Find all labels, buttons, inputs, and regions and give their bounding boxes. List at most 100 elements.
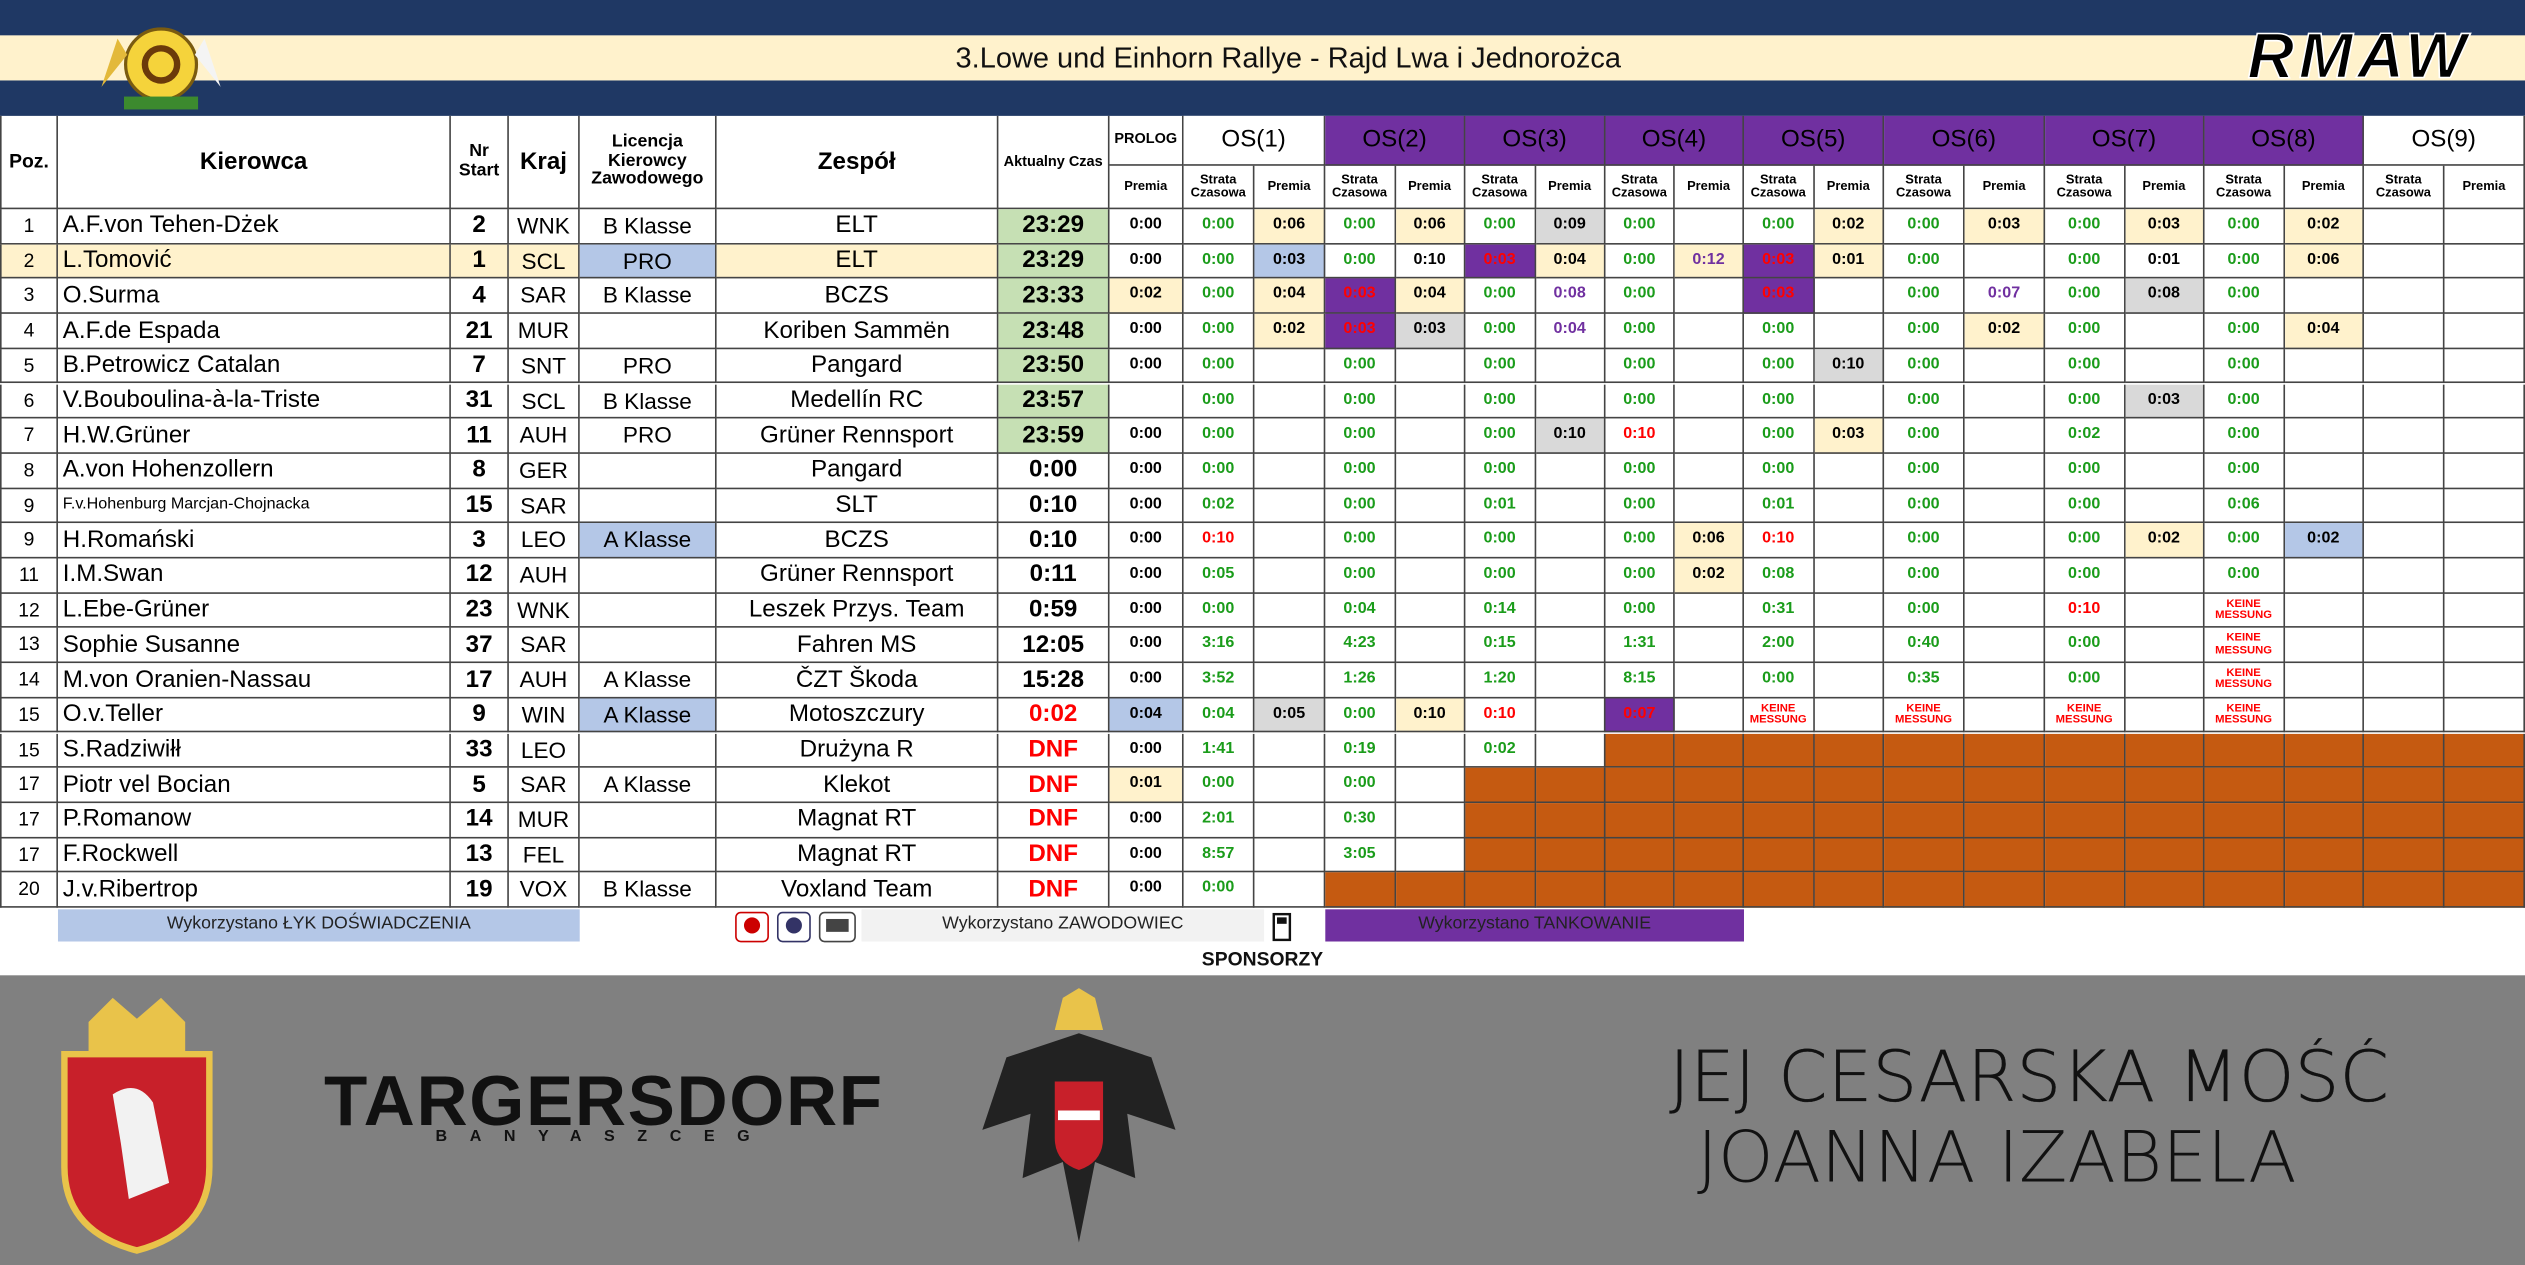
premia-cell [1674,488,1744,524]
nr-cell: 15 [450,488,509,524]
premia-cell [1254,523,1326,559]
team-cell: ELT [716,244,999,280]
driver-cell: H.Romański [57,523,451,559]
strata-cell: 0:00 [1465,418,1536,454]
kraj-cell: AUH [508,558,580,594]
strata-cell: 0:00 [1605,383,1675,419]
kraj-cell: WNK [508,209,580,245]
time-cell: 23:59 [998,418,1110,454]
kraj-cell: VOX [508,872,580,908]
premia-cell [1254,558,1326,594]
licence-cell: A Klasse [579,663,717,699]
premia-cell [2444,348,2525,384]
sponsor-patron-1: JEJ CESARSKA MOŚĆ [1669,1038,2389,1119]
premia-cell [1254,628,1326,664]
premia-cell [1395,348,1466,384]
premia-cell [2284,802,2364,838]
poz-cell: 17 [0,837,58,873]
strata-cell: 0:00 [1325,488,1396,524]
driver-cell: Piotr vel Bocian [57,767,451,803]
strata-cell [2363,244,2445,280]
team-cell: ELT [716,209,999,245]
strata-cell: 0:00 [1605,523,1675,559]
strata-cell: 0:00 [1743,313,1815,349]
strata-cell: 1:31 [1605,628,1675,664]
sub-header: Premia [1814,165,1885,210]
strata-cell: 0:05 [1183,558,1255,594]
prolog-cell: 0:00 [1109,593,1184,629]
strata-cell: 0:00 [1465,453,1536,489]
strata-cell: 2:00 [1743,628,1815,664]
column-header: Licencja Kierowcy Zawodowego [579,115,717,210]
premia-cell [1814,453,1885,489]
licence-cell [579,593,717,629]
premia-cell [1674,837,1744,873]
premia-cell [1964,488,2046,524]
strata-cell: 0:03 [1465,244,1536,280]
prolog-cell [1109,383,1184,419]
premia-cell [2124,488,2205,524]
strata-cell: 0:30 [1325,802,1396,838]
kraj-cell: SCL [508,244,580,280]
strata-cell [1605,733,1675,768]
licence-cell: A Klasse [579,698,717,734]
premia-cell [1814,313,1885,349]
premia-cell: 0:04 [1395,279,1466,314]
sponsor-patron-2: JOANNA IZABELA [1697,1118,2297,1199]
premia-cell: 0:03 [2124,209,2205,245]
strata-cell [1743,872,1815,908]
team-cell: SLT [716,488,999,524]
driver-cell: F.v.Hohenburg Marcjan-Chojnacka [57,488,451,524]
team-cell: Pangard [716,348,999,384]
kraj-cell: WNK [508,593,580,629]
licence-cell: A Klasse [579,523,717,559]
premia-cell [2444,767,2525,803]
premia-cell [1814,279,1885,314]
driver-cell: J.v.Ribertrop [57,872,451,908]
premia-cell [1964,733,2046,768]
premia-cell [2444,488,2525,524]
premia-cell [2124,453,2205,489]
strata-cell [2045,802,2125,838]
premia-cell [1535,872,1606,908]
strata-cell: 0:00 [1465,348,1536,384]
strata-cell: KEINE MESSUNG [2204,663,2285,699]
licence-cell: A Klasse [579,767,717,803]
premia-cell [1254,418,1326,454]
premia-cell [1814,488,1885,524]
premia-cell [1535,523,1606,559]
strata-cell: 0:00 [2204,383,2285,419]
strata-cell: 0:00 [2204,313,2285,349]
driver-cell: A.F.de Espada [57,313,451,349]
strata-cell: 0:00 [2045,313,2125,349]
premia-cell [2124,593,2205,629]
premia-cell [1254,837,1326,873]
strata-cell: 0:00 [1325,523,1396,559]
poz-cell: 12 [0,593,58,629]
strata-cell [2204,767,2285,803]
premia-cell [1395,383,1466,419]
poz-cell: 4 [0,313,58,349]
time-cell: 23:33 [998,279,1110,314]
nr-cell: 9 [450,698,509,734]
licence-cell: B Klasse [579,209,717,245]
strata-cell [1465,872,1536,908]
sub-header: Premia [1674,165,1744,210]
strata-cell: 0:00 [1325,244,1396,280]
strata-cell: 0:00 [1743,383,1815,419]
licence-cell [579,837,717,873]
premia-cell: 0:02 [1674,558,1744,594]
licence-cell [579,802,717,838]
premia-cell: 0:03 [1254,244,1326,280]
premia-cell [2284,453,2364,489]
premia-cell [1674,628,1744,664]
strata-cell: 0:00 [1605,209,1675,245]
strata-cell [1884,802,1965,838]
sponsor-band [0,975,2525,1265]
strata-cell: 0:06 [2204,488,2285,524]
strata-cell: 0:00 [1325,418,1396,454]
team-cell: Pangard [716,453,999,489]
rally-emblem [101,27,221,110]
strata-cell [2363,418,2445,454]
premia-cell [1674,663,1744,699]
